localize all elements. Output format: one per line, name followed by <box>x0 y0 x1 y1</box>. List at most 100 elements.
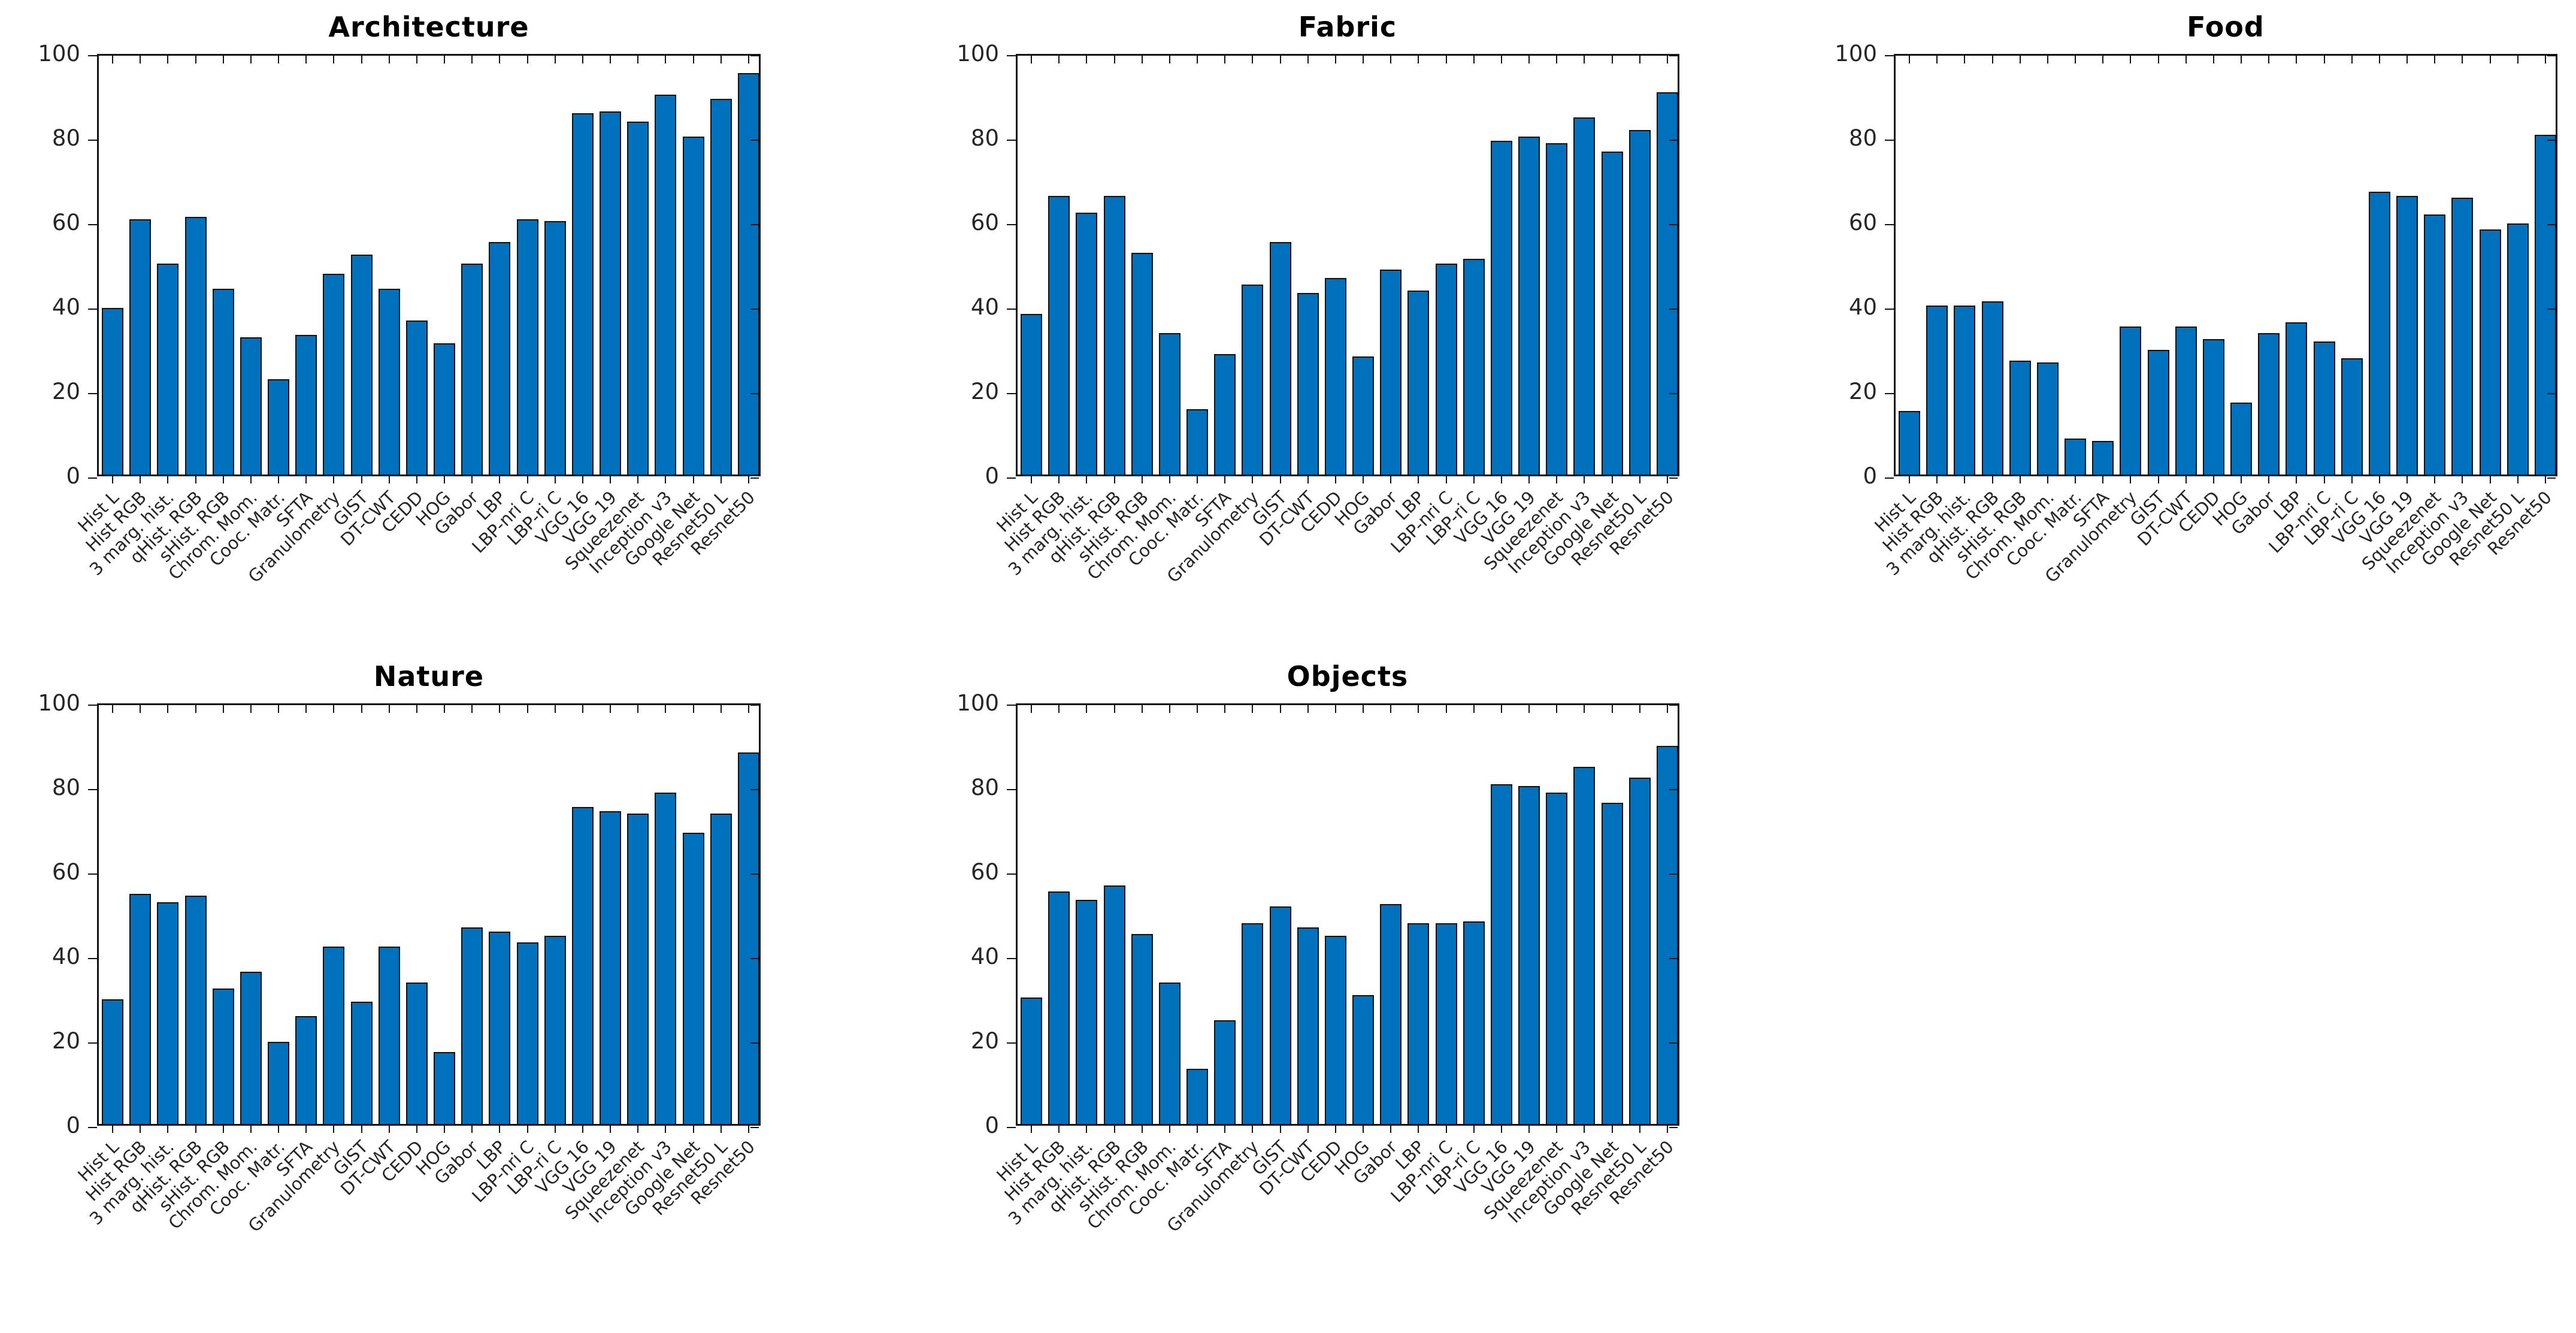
bar-hist-rgb <box>129 219 152 474</box>
bar-gabor <box>1380 904 1402 1124</box>
x-tick-mark-top <box>692 56 694 64</box>
x-tick-mark-bottom <box>2296 476 2297 483</box>
x-tick-label-hog: HOG <box>2208 487 2252 530</box>
x-tick-mark-top <box>637 705 639 713</box>
bar-google-net <box>1601 151 1623 474</box>
x-tick-mark-bottom <box>1113 1126 1115 1133</box>
x-tick-label-gist: GIST <box>329 1136 372 1180</box>
x-tick-mark-bottom <box>637 476 639 483</box>
x-tick-mark-bottom <box>1363 1126 1364 1133</box>
x-tick-label-dt-cwt: DT-CWT <box>336 1136 399 1200</box>
bar-vgg-19 <box>1518 786 1540 1124</box>
y-tick-label: 100 <box>38 41 80 67</box>
x-tick-label-vgg-19: VGG 19 <box>559 1136 621 1198</box>
x-tick-mark-top <box>140 705 141 713</box>
y-tick-mark-left <box>1007 393 1016 394</box>
x-tick-mark-top <box>1584 56 1585 64</box>
x-tick-mark-top <box>720 705 722 713</box>
y-tick-label: 40 <box>52 944 80 969</box>
y-tick-mark-right <box>750 789 759 790</box>
chart-title: Architecture <box>328 11 529 43</box>
x-tick-label-vgg-19: VGG 19 <box>1478 487 1540 549</box>
y-tick-mark-left <box>1007 958 1016 959</box>
x-tick-label-cedd: CEDD <box>1296 1136 1346 1186</box>
x-tick-mark-top <box>2489 56 2491 64</box>
y-tick-mark-left <box>1007 477 1016 479</box>
x-tick-mark-top <box>610 56 612 64</box>
y-tick-label: 60 <box>970 210 999 235</box>
x-tick-mark-bottom <box>1334 476 1336 483</box>
x-tick-mark-top <box>112 705 114 713</box>
y-tick-label: 80 <box>52 775 80 800</box>
x-tick-mark-bottom <box>2323 476 2325 483</box>
x-tick-mark-top <box>1445 56 1447 64</box>
x-tick-label-inception-v3: Inception v3 <box>585 1136 676 1227</box>
x-tick-label-granulometry: Granulometry <box>2041 487 2141 587</box>
x-tick-mark-top <box>1224 56 1226 64</box>
y-tick-label: 40 <box>970 294 999 320</box>
x-tick-mark-top <box>1666 56 1668 64</box>
y-tick-mark-left <box>88 309 97 310</box>
x-tick-label-granulometry: Granulometry <box>1163 1136 1263 1237</box>
bar-gabor <box>461 927 483 1124</box>
x-tick-label-lbp-nri-c: LBP-nri C <box>1386 1136 1457 1207</box>
x-tick-label-qhist-rgb: qHist. RGB <box>1922 487 2003 568</box>
y-tick-mark-left <box>88 393 97 394</box>
x-tick-mark-bottom <box>720 476 722 483</box>
x-tick-label-cedd: CEDD <box>2174 487 2224 537</box>
y-tick-mark-right <box>750 477 759 479</box>
x-tick-mark-top <box>2185 56 2187 64</box>
x-tick-mark-top <box>1418 56 1419 64</box>
x-tick-mark-bottom <box>1584 476 1585 483</box>
y-tick-mark-left <box>88 958 97 959</box>
x-tick-mark-top <box>1334 56 1336 64</box>
x-tick-mark-bottom <box>416 1126 417 1133</box>
x-tick-mark-bottom <box>747 1126 749 1133</box>
x-tick-mark-bottom <box>1224 1126 1226 1133</box>
x-tick-label-chrom-mom: Chrom. Mom. <box>164 487 261 584</box>
x-tick-mark-bottom <box>2185 476 2187 483</box>
y-tick-mark-right <box>750 958 759 959</box>
bar-sfta <box>295 1016 317 1124</box>
x-tick-label-resnet50-l: Resnet50 L <box>648 487 731 570</box>
x-tick-label-lbp-nri-c: LBP-nri C <box>1386 487 1457 557</box>
bar-3-marg-hist <box>157 902 179 1124</box>
x-tick-mark-bottom <box>610 476 612 483</box>
x-tick-mark-top <box>2407 56 2408 64</box>
bar-granulometry <box>323 946 345 1124</box>
bar-chrom-mom <box>1158 982 1180 1124</box>
bar-qhist-rgb <box>184 216 207 474</box>
y-tick-label: 80 <box>1848 125 1877 151</box>
x-tick-mark-top <box>2268 56 2270 64</box>
bar-google-net <box>2479 229 2501 474</box>
x-tick-mark-bottom <box>1086 1126 1088 1133</box>
x-tick-mark-top <box>2517 56 2519 64</box>
y-tick-label: 100 <box>956 41 999 67</box>
y-tick-mark-right <box>2547 393 2556 394</box>
bar-cedd <box>405 982 428 1124</box>
x-tick-mark-bottom <box>1473 476 1475 483</box>
x-tick-label-shist-rgb: sHist. RGB <box>1073 487 1152 566</box>
bar-hist-l <box>1021 997 1043 1124</box>
bar-resnet50 <box>1656 92 1678 474</box>
x-tick-label-inception-v3: Inception v3 <box>2382 487 2473 578</box>
bar-cooc-matr <box>2065 439 2087 474</box>
x-tick-label-gist: GIST <box>2126 487 2169 530</box>
x-tick-label-qhist-rgb: qHist. RGB <box>1044 1136 1125 1217</box>
bar-inception-v3 <box>1573 117 1596 474</box>
x-tick-mark-bottom <box>444 476 446 483</box>
x-tick-label-squeezenet: Squeezenet <box>2357 487 2445 575</box>
x-tick-label-hist-rgb: Hist RGB <box>1878 487 1948 556</box>
x-tick-label-resnet50: Resnet50 <box>1605 487 1678 560</box>
x-tick-mark-top <box>1556 56 1558 64</box>
x-tick-mark-top <box>1500 705 1502 713</box>
y-tick-label: 40 <box>52 294 80 320</box>
bar-vgg-16 <box>2368 191 2390 474</box>
x-tick-mark-top <box>1556 705 1558 713</box>
x-tick-mark-bottom <box>1141 1126 1143 1133</box>
x-tick-mark-bottom <box>499 1126 501 1133</box>
y-tick-mark-right <box>750 309 759 310</box>
x-tick-mark-top <box>2544 56 2546 64</box>
y-tick-label: 60 <box>970 859 999 885</box>
